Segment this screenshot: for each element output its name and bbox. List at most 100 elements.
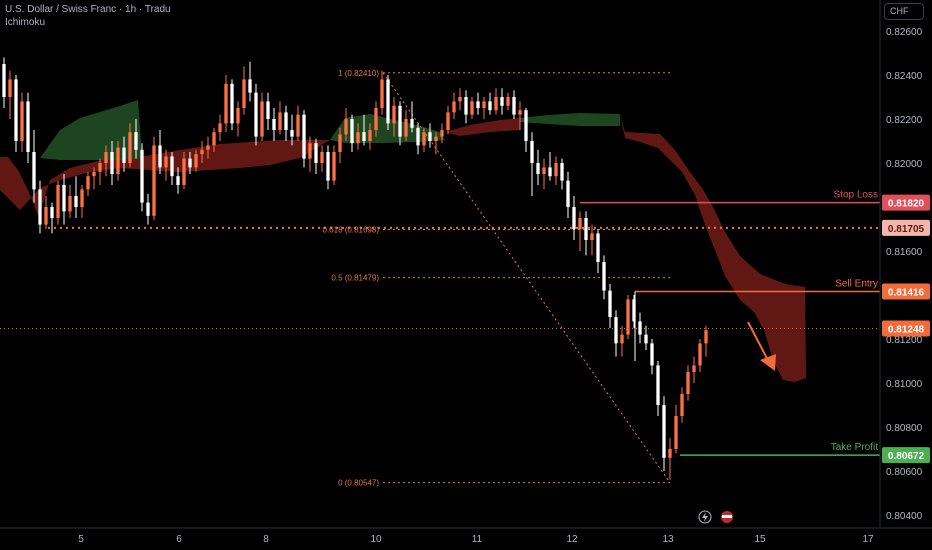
candle-body	[266, 101, 270, 119]
candle-body	[422, 132, 426, 146]
candle-body	[116, 147, 120, 174]
candle-body	[8, 79, 12, 97]
candle-body	[644, 334, 648, 344]
candle-body	[242, 79, 246, 108]
candle-body	[122, 147, 126, 163]
indicator-name[interactable]: Ichimoku	[5, 17, 46, 28]
candle-body	[104, 152, 108, 163]
candle-body	[458, 97, 462, 102]
x-tick-label: 10	[370, 534, 382, 545]
currency-badge[interactable]: CHF	[884, 3, 924, 20]
candle-body	[320, 152, 324, 163]
candle-body	[290, 130, 294, 137]
candle-body	[278, 112, 282, 130]
candle-body	[506, 97, 510, 106]
trade-level-label: Stop Loss	[834, 190, 878, 201]
candle-body	[608, 290, 612, 317]
candle-body	[110, 152, 114, 174]
projection-arrow-head	[760, 354, 776, 371]
candle-body	[272, 119, 276, 130]
candle-body	[92, 171, 96, 177]
projection-arrow	[747, 321, 776, 371]
candle-body	[56, 185, 60, 218]
price-badge-label: 0.80672	[888, 451, 925, 462]
price-badge	[882, 194, 930, 211]
candle-body	[662, 405, 666, 458]
candle-body	[26, 101, 30, 152]
candle-body	[212, 132, 216, 146]
price-badge	[882, 283, 930, 300]
candle-body	[302, 114, 306, 159]
candle-body	[614, 317, 618, 344]
candle-body	[518, 110, 522, 115]
fib-trend-line	[382, 72, 671, 483]
trade-level-label: Take Profit	[831, 442, 878, 453]
candle-body	[590, 233, 594, 240]
candle-body	[194, 154, 198, 168]
candle-body	[80, 189, 84, 207]
cloud-bear-segment	[0, 140, 330, 215]
candle-body	[2, 64, 6, 97]
candle-body	[500, 97, 504, 106]
candle-body	[374, 108, 378, 130]
x-tick-label: 5	[78, 534, 84, 545]
fib-level-label: 0 (0.80547)	[338, 479, 379, 488]
x-tick-label: 12	[566, 534, 578, 545]
candle-body	[74, 196, 78, 207]
candle-body	[86, 176, 90, 190]
lightning-icon[interactable]	[698, 510, 712, 524]
y-tick-label: 0.80800	[886, 423, 923, 434]
fib-level-label: 1 (0.82410)	[338, 69, 379, 78]
candle-body	[386, 79, 390, 124]
x-tick-label: 13	[662, 534, 674, 545]
candle-body	[38, 189, 42, 225]
candle-body	[260, 101, 264, 137]
candle-body	[338, 134, 342, 152]
y-tick-label: 0.81600	[886, 247, 923, 258]
candle-body	[146, 202, 150, 216]
candle-body	[152, 145, 156, 216]
candle-body	[620, 334, 624, 344]
candle-body	[536, 163, 540, 174]
candle-body	[638, 321, 642, 335]
y-tick-label: 0.81000	[886, 379, 923, 390]
candle-body	[524, 110, 528, 141]
x-tick-label: 11	[472, 534, 483, 545]
candle-body	[248, 79, 252, 93]
price-badge	[882, 320, 930, 337]
candle-body	[362, 132, 366, 141]
candle-body	[332, 152, 336, 181]
candle-body	[656, 365, 660, 405]
event-icons[interactable]	[698, 510, 733, 524]
candle-body	[98, 163, 102, 172]
y-tick-label: 0.80400	[886, 511, 923, 522]
y-tick-label: 0.82400	[886, 71, 923, 82]
candle-body	[68, 196, 72, 212]
candle-body	[158, 145, 162, 168]
candle-body	[128, 132, 132, 163]
us-flag-icon-stripe	[722, 515, 732, 518]
candle-body	[380, 79, 384, 108]
x-tick-label: 8	[263, 534, 269, 545]
candle-body	[542, 167, 546, 174]
candle-body	[368, 130, 372, 141]
candle-body	[32, 152, 36, 190]
candle-body	[668, 449, 672, 458]
x-tick-label: 15	[754, 534, 766, 545]
candle-body	[392, 105, 396, 124]
trade-levels: Stop Loss Sell Entry Take Profit	[0, 190, 880, 456]
candle-body	[188, 158, 192, 168]
candle-body	[314, 143, 318, 163]
candle-body	[512, 97, 516, 115]
candle-body	[326, 152, 330, 181]
candle-body	[224, 83, 228, 124]
candle-body	[560, 163, 564, 181]
candle-body	[470, 101, 474, 115]
candle-body	[410, 119, 414, 128]
trade-level-label: Sell Entry	[835, 278, 878, 289]
candle-body	[704, 330, 708, 344]
price-badge-label: 0.81248	[888, 324, 925, 335]
candle-body	[434, 136, 438, 141]
fib-level-label: 0.618 (0.81698)	[323, 225, 380, 234]
